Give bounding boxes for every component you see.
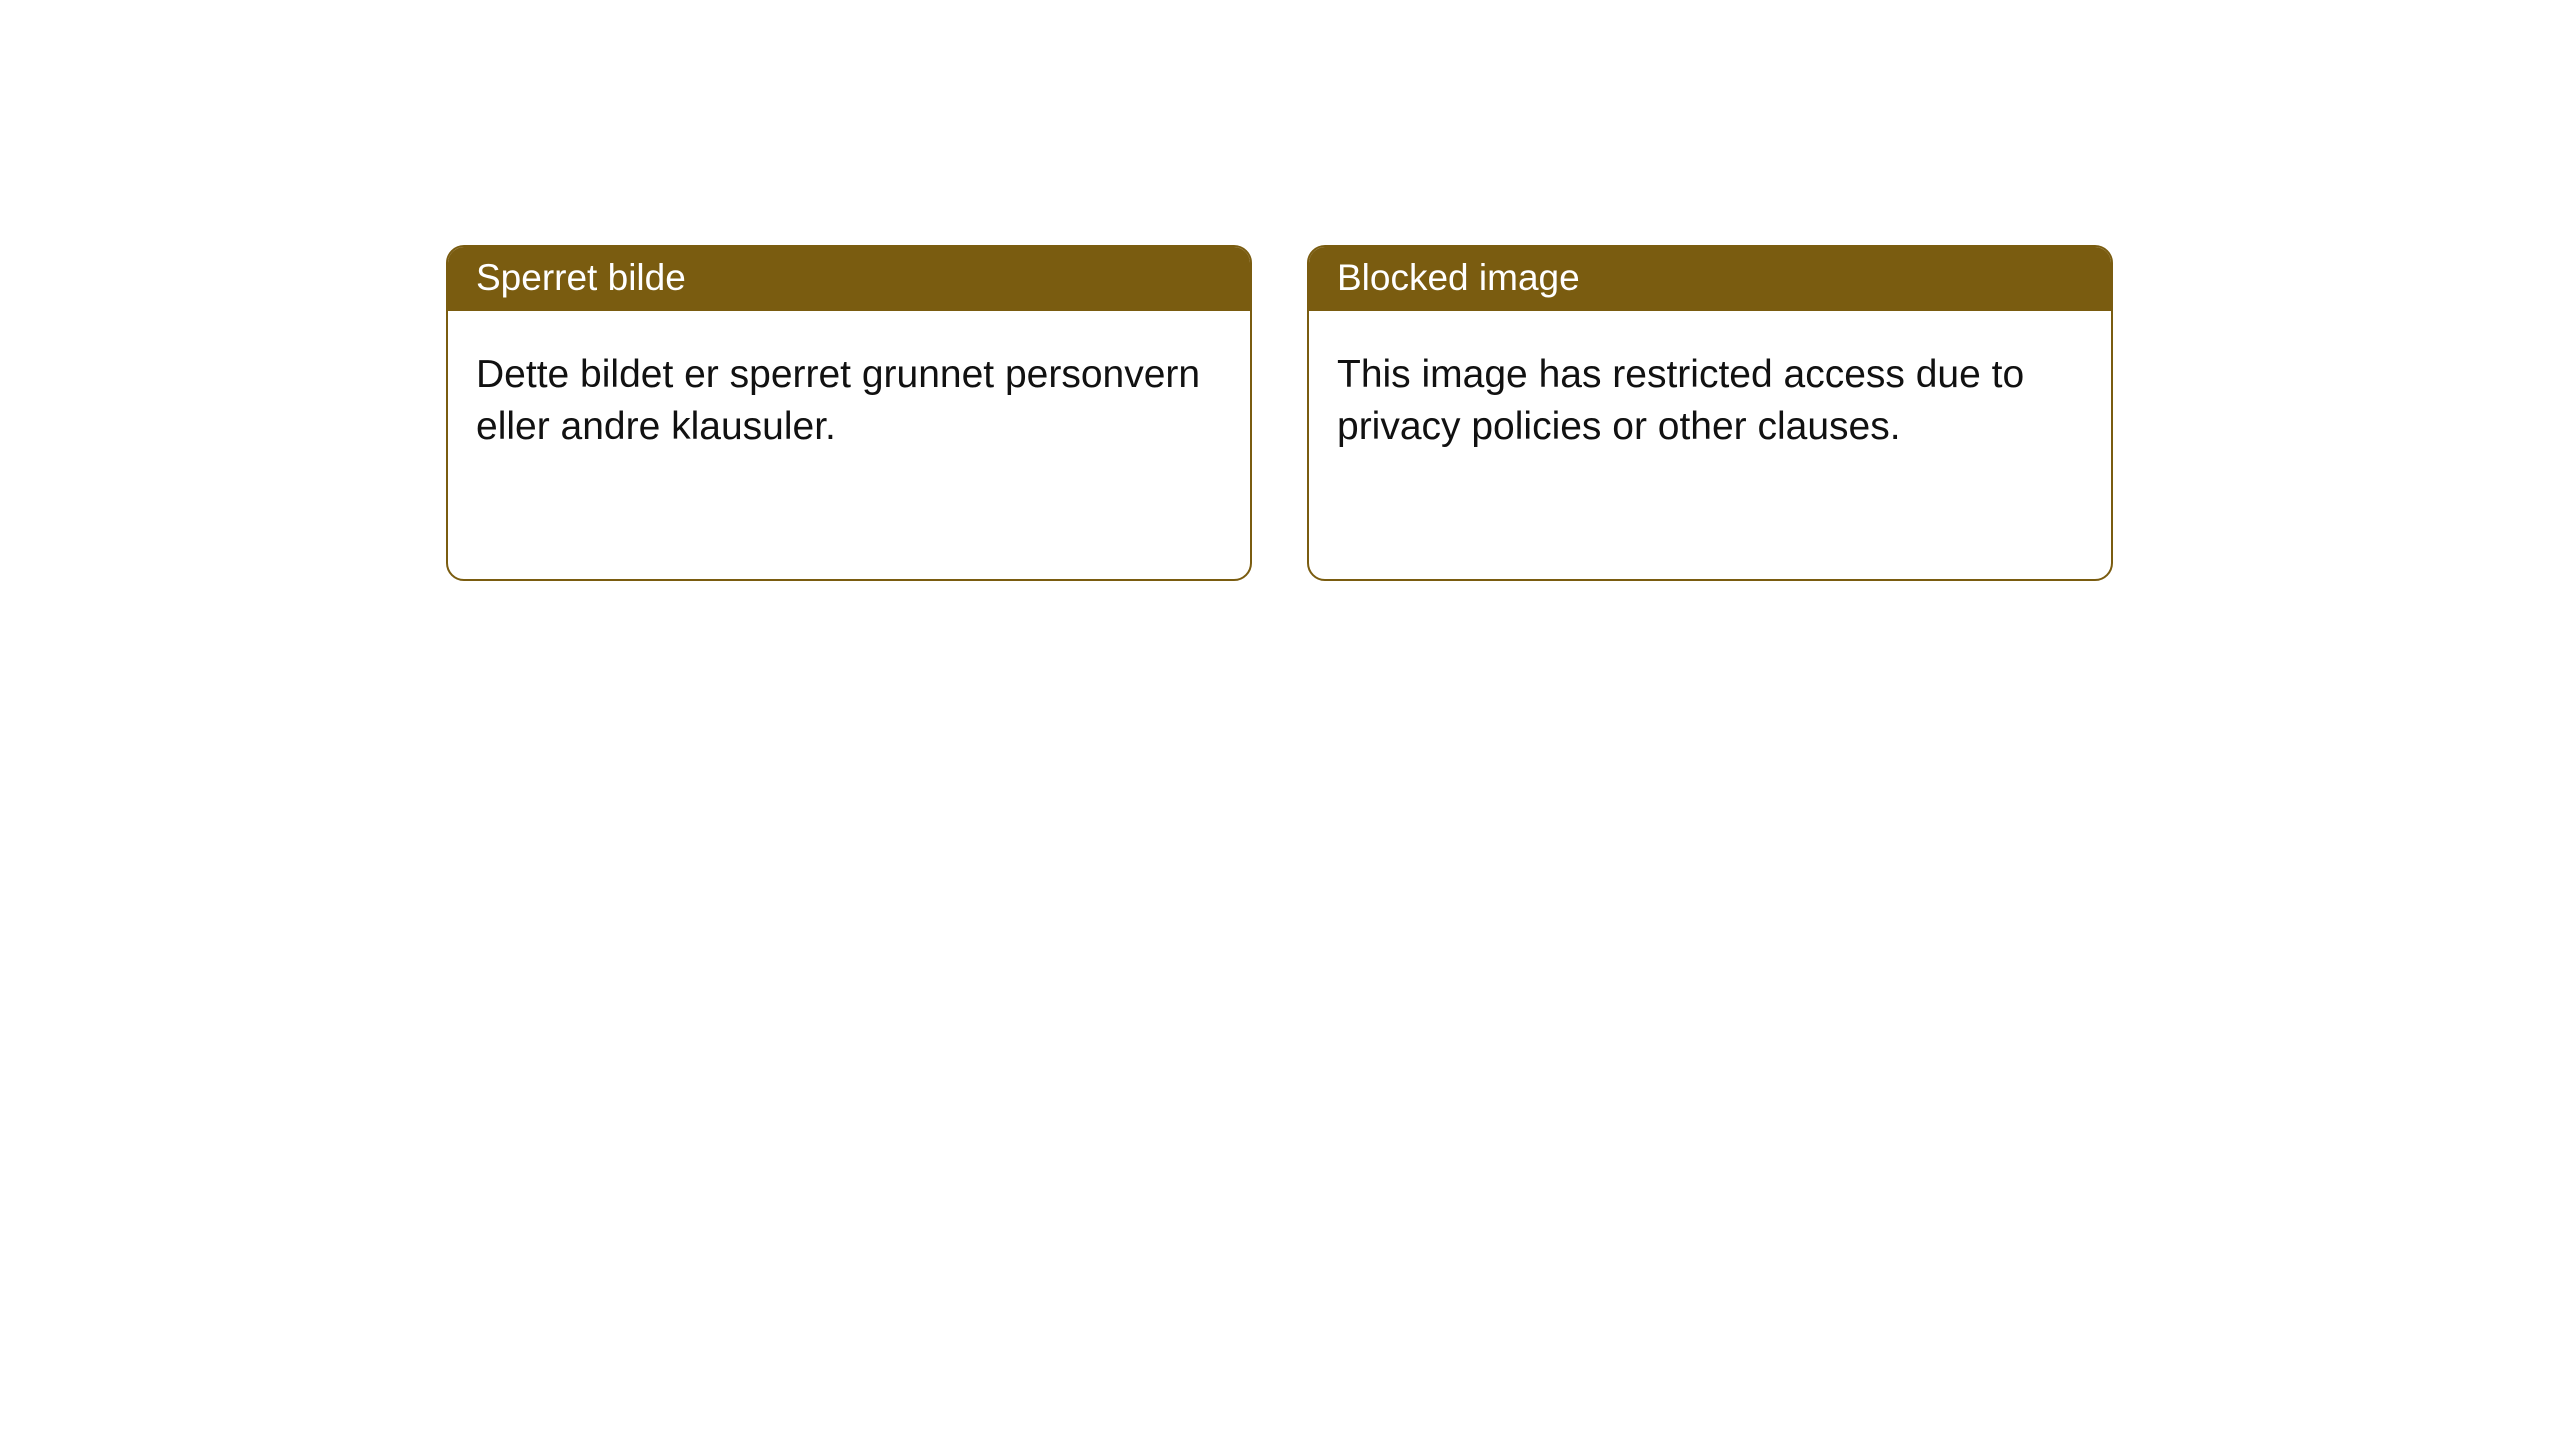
card-title-no: Sperret bilde [476, 257, 686, 298]
card-body-en: This image has restricted access due to … [1309, 311, 2111, 482]
card-message-en: This image has restricted access due to … [1337, 353, 2024, 448]
card-title-en: Blocked image [1337, 257, 1580, 298]
card-header-no: Sperret bilde [448, 247, 1250, 311]
card-body-no: Dette bildet er sperret grunnet personve… [448, 311, 1250, 482]
cards-container: Sperret bilde Dette bildet er sperret gr… [0, 0, 2560, 581]
card-header-en: Blocked image [1309, 247, 2111, 311]
blocked-image-card-no: Sperret bilde Dette bildet er sperret gr… [446, 245, 1252, 581]
blocked-image-card-en: Blocked image This image has restricted … [1307, 245, 2113, 581]
card-message-no: Dette bildet er sperret grunnet personve… [476, 353, 1200, 448]
